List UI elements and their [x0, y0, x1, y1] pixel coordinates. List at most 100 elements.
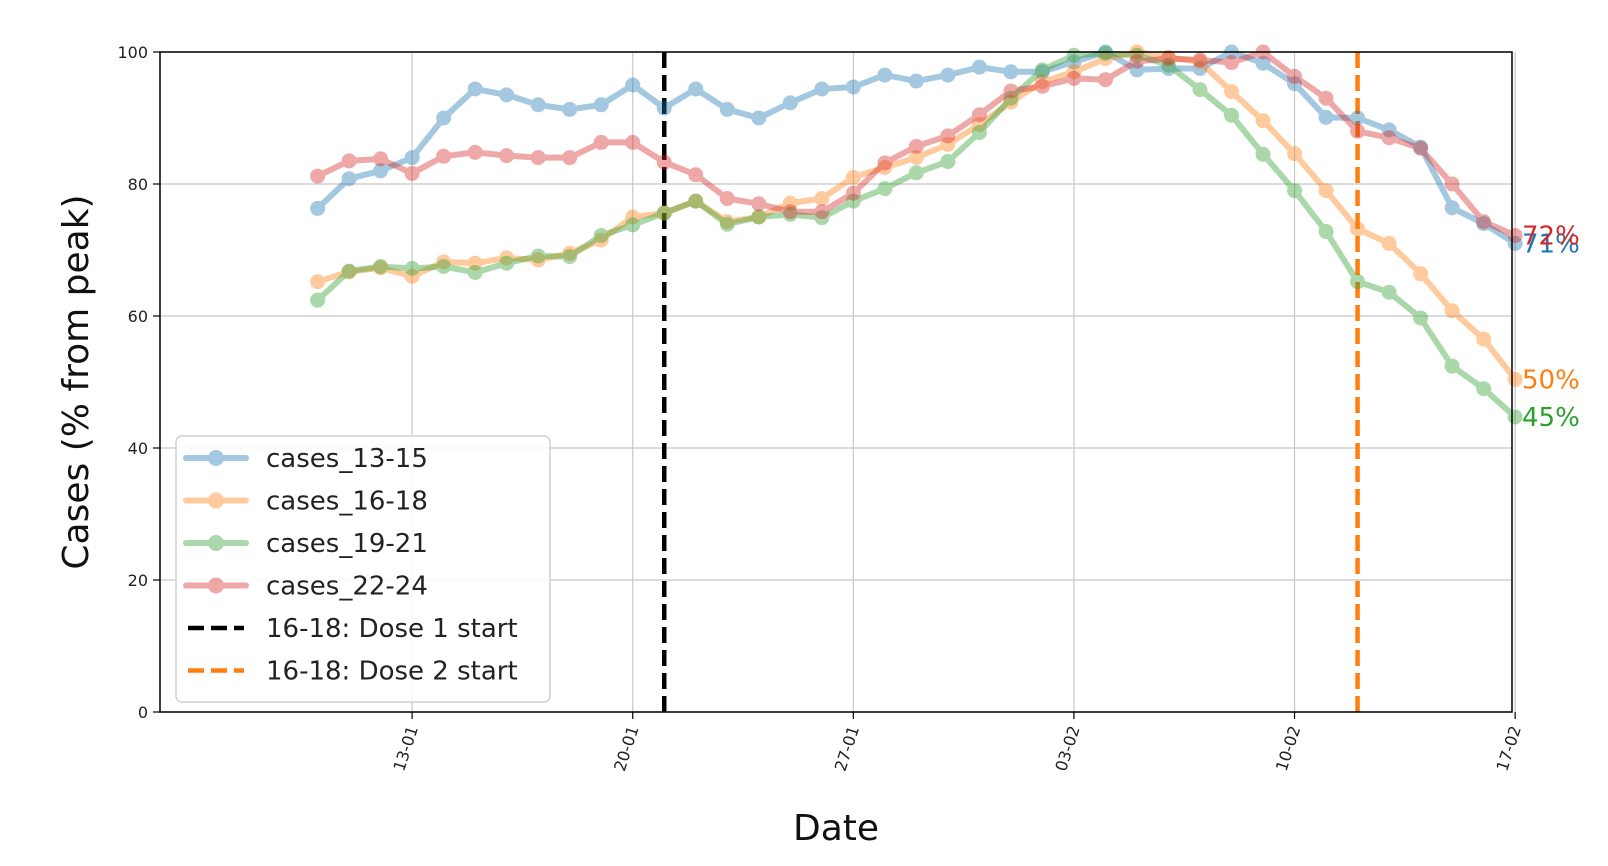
data-point [971, 59, 987, 75]
data-point [1476, 381, 1492, 397]
data-point [593, 227, 609, 243]
data-point [908, 165, 924, 181]
data-point [1350, 123, 1366, 139]
data-point [1160, 49, 1176, 65]
data-point [1160, 57, 1176, 73]
data-point [593, 134, 609, 150]
data-point [625, 77, 641, 93]
data-point [625, 217, 641, 233]
data-point [845, 169, 861, 185]
data-point [656, 100, 672, 116]
data-point [1003, 83, 1019, 99]
data-point [1192, 54, 1208, 70]
legend-label: cases_22-24 [266, 572, 428, 602]
data-point [467, 81, 483, 97]
data-point [1476, 331, 1492, 347]
data-point [341, 263, 357, 279]
data-point [751, 196, 767, 212]
data-point [688, 193, 704, 209]
data-point [1413, 139, 1429, 155]
data-point [1381, 284, 1397, 300]
legend-swatch [183, 577, 249, 594]
data-point [908, 150, 924, 166]
data-point [1507, 371, 1523, 387]
data-point [373, 151, 389, 167]
data-point [688, 167, 704, 183]
legend-item: 16-18: Dose 1 start [188, 614, 518, 644]
data-point [971, 125, 987, 141]
plot-frame [159, 51, 1513, 713]
data-point [373, 163, 389, 179]
data-point [845, 79, 861, 95]
data-point [814, 210, 830, 226]
data-point [1255, 146, 1271, 162]
legend-box [175, 435, 551, 703]
data-point [656, 205, 672, 221]
data-point [1350, 274, 1366, 290]
data-point [404, 150, 420, 166]
data-point [1129, 62, 1145, 78]
data-point [814, 204, 830, 220]
data-point [1444, 303, 1460, 319]
data-point [1350, 221, 1366, 237]
legend-label: 16-18: Dose 2 start [266, 657, 518, 687]
legend-item: cases_22-24 [183, 572, 428, 602]
data-point [499, 250, 515, 266]
data-point [625, 134, 641, 150]
series-line [314, 49, 1519, 383]
data-point [593, 97, 609, 113]
y-tick-label: 20 [128, 571, 148, 590]
data-point [1507, 409, 1523, 425]
data-point [562, 101, 578, 117]
data-point [436, 259, 452, 274]
data-point [1318, 109, 1334, 125]
data-point [688, 193, 704, 209]
data-point [1255, 113, 1271, 129]
data-point [1224, 107, 1240, 123]
data-point [1381, 122, 1397, 138]
data-point [719, 101, 735, 117]
data-point [1224, 84, 1240, 100]
legend-swatch [183, 492, 249, 509]
data-point [1381, 130, 1397, 146]
data-point [751, 209, 767, 225]
data-point [1413, 266, 1429, 282]
legend-item: cases_19-21 [183, 529, 428, 559]
y-tick-label: 100 [117, 43, 148, 62]
data-point [341, 171, 357, 187]
series-cases_13-15 [310, 44, 1523, 251]
data-point [499, 148, 515, 164]
data-point [1318, 224, 1334, 240]
data-point [940, 128, 956, 144]
data-point [719, 214, 735, 230]
data-point [1066, 70, 1082, 86]
data-point [782, 195, 798, 211]
x-tick-label: 20-01 [610, 723, 642, 773]
series-cases_22-24 [310, 44, 1523, 243]
legend-label: cases_19-21 [266, 529, 428, 559]
series-cases_19-21 [310, 45, 1523, 425]
data-point [1287, 68, 1303, 84]
data-point [908, 138, 924, 154]
series-line [314, 49, 1519, 239]
data-point [1003, 94, 1019, 110]
data-point [1097, 72, 1113, 88]
data-point [1444, 358, 1460, 374]
series-line [314, 50, 1519, 420]
data-point [1192, 82, 1208, 98]
data-point [1160, 51, 1176, 67]
end-label-cases_16-18: 50% [1522, 365, 1580, 395]
data-point [1444, 200, 1460, 216]
data-point [310, 274, 326, 290]
x-axis-title: Date [793, 808, 879, 849]
data-point [530, 150, 546, 166]
reference-lines [661, 52, 1360, 712]
data-point [1129, 53, 1145, 69]
data-point [1287, 146, 1303, 162]
legend-swatch-marker [208, 535, 224, 551]
data-point [1034, 62, 1050, 78]
data-point [1066, 47, 1082, 63]
legend-label: cases_16-18 [266, 487, 428, 517]
series-cases_16-18 [310, 44, 1523, 387]
data-point [467, 144, 483, 160]
